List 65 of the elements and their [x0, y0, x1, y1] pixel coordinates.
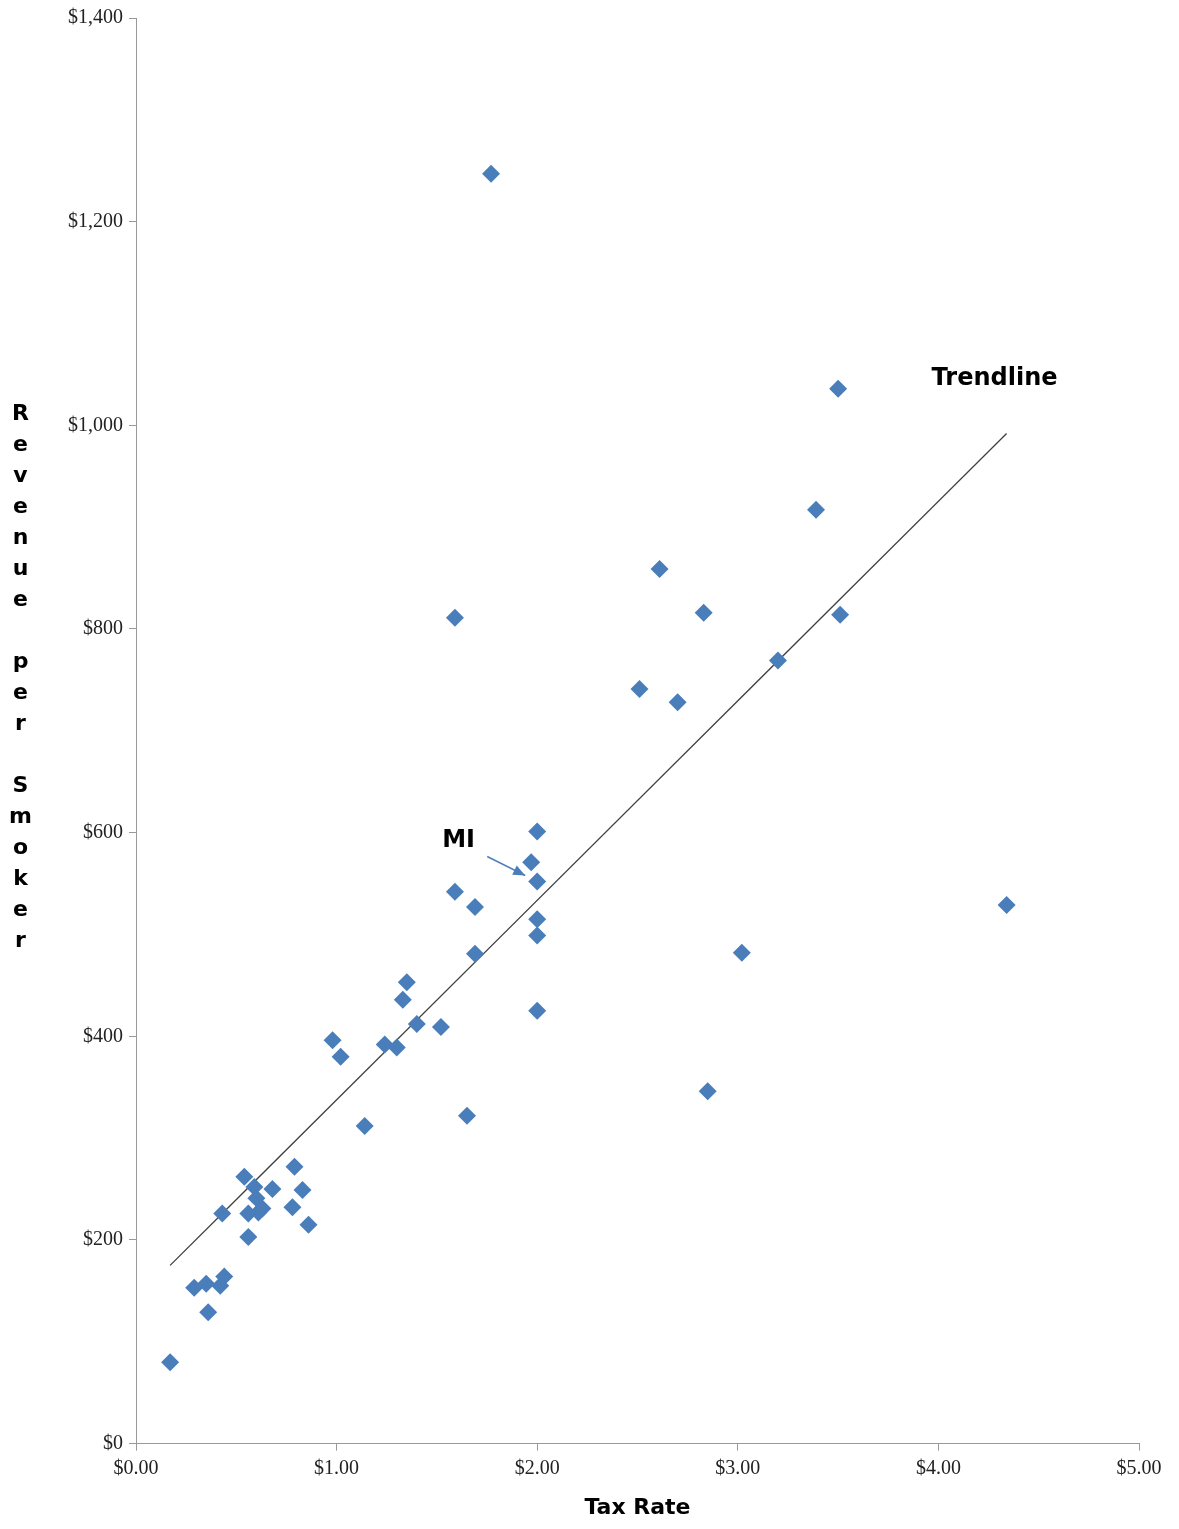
point — [199, 1303, 218, 1322]
point — [239, 1227, 258, 1246]
point — [283, 1198, 302, 1217]
point — [375, 1035, 394, 1054]
y-tick-label: $0 — [103, 1430, 123, 1453]
point — [528, 926, 547, 945]
point — [698, 1082, 717, 1101]
y-tick-label: $600 — [83, 819, 123, 842]
point — [528, 1001, 547, 1020]
point — [482, 164, 501, 183]
y-tick-label: $400 — [83, 1023, 123, 1046]
point — [263, 1180, 282, 1199]
point — [299, 1215, 318, 1234]
point — [528, 872, 547, 891]
point — [247, 1189, 266, 1208]
x-axis-title: Tax Rate — [584, 1493, 691, 1519]
point — [331, 1047, 350, 1066]
x-tick-label: $0.00 — [113, 1455, 159, 1478]
point — [768, 651, 787, 670]
point — [253, 1199, 272, 1218]
point — [650, 559, 669, 578]
point — [829, 379, 848, 398]
point — [630, 680, 649, 699]
point — [293, 1181, 312, 1200]
point — [407, 1015, 426, 1034]
point — [457, 1106, 476, 1125]
point — [528, 910, 547, 929]
point — [387, 1038, 406, 1057]
point — [355, 1116, 374, 1135]
y-axis-title: Revenue per Smoker — [8, 400, 33, 958]
point — [466, 944, 485, 963]
point — [235, 1167, 254, 1186]
point — [732, 943, 751, 962]
point — [161, 1353, 180, 1372]
point — [445, 882, 464, 901]
point — [397, 973, 416, 992]
y-tick-label: $1,200 — [68, 208, 123, 231]
point — [215, 1267, 234, 1286]
y-tick-label: $1,000 — [68, 412, 123, 435]
point — [393, 990, 412, 1009]
point — [668, 693, 687, 712]
point — [445, 608, 464, 627]
y-tick-label: $200 — [83, 1227, 123, 1250]
annotation: Trendline — [931, 363, 1058, 392]
point — [522, 853, 541, 872]
point — [197, 1274, 216, 1293]
y-tick-label: $800 — [83, 616, 123, 639]
x-tick-label: $5.00 — [1116, 1455, 1162, 1478]
point — [997, 895, 1016, 914]
point — [831, 605, 850, 624]
point — [807, 500, 826, 519]
point — [185, 1278, 204, 1297]
y-tick-label: $1,400 — [68, 5, 123, 28]
x-tick-label: $1.00 — [314, 1455, 360, 1478]
point — [466, 897, 485, 916]
x-tick-label: $4.00 — [915, 1455, 961, 1478]
point — [323, 1031, 342, 1050]
annotation: MI — [442, 824, 476, 853]
x-tick-label: $3.00 — [715, 1455, 761, 1478]
point — [213, 1204, 232, 1223]
x-tick-label: $2.00 — [514, 1455, 560, 1478]
point — [694, 603, 713, 622]
point — [528, 822, 547, 841]
point — [285, 1157, 304, 1176]
point — [431, 1018, 450, 1037]
